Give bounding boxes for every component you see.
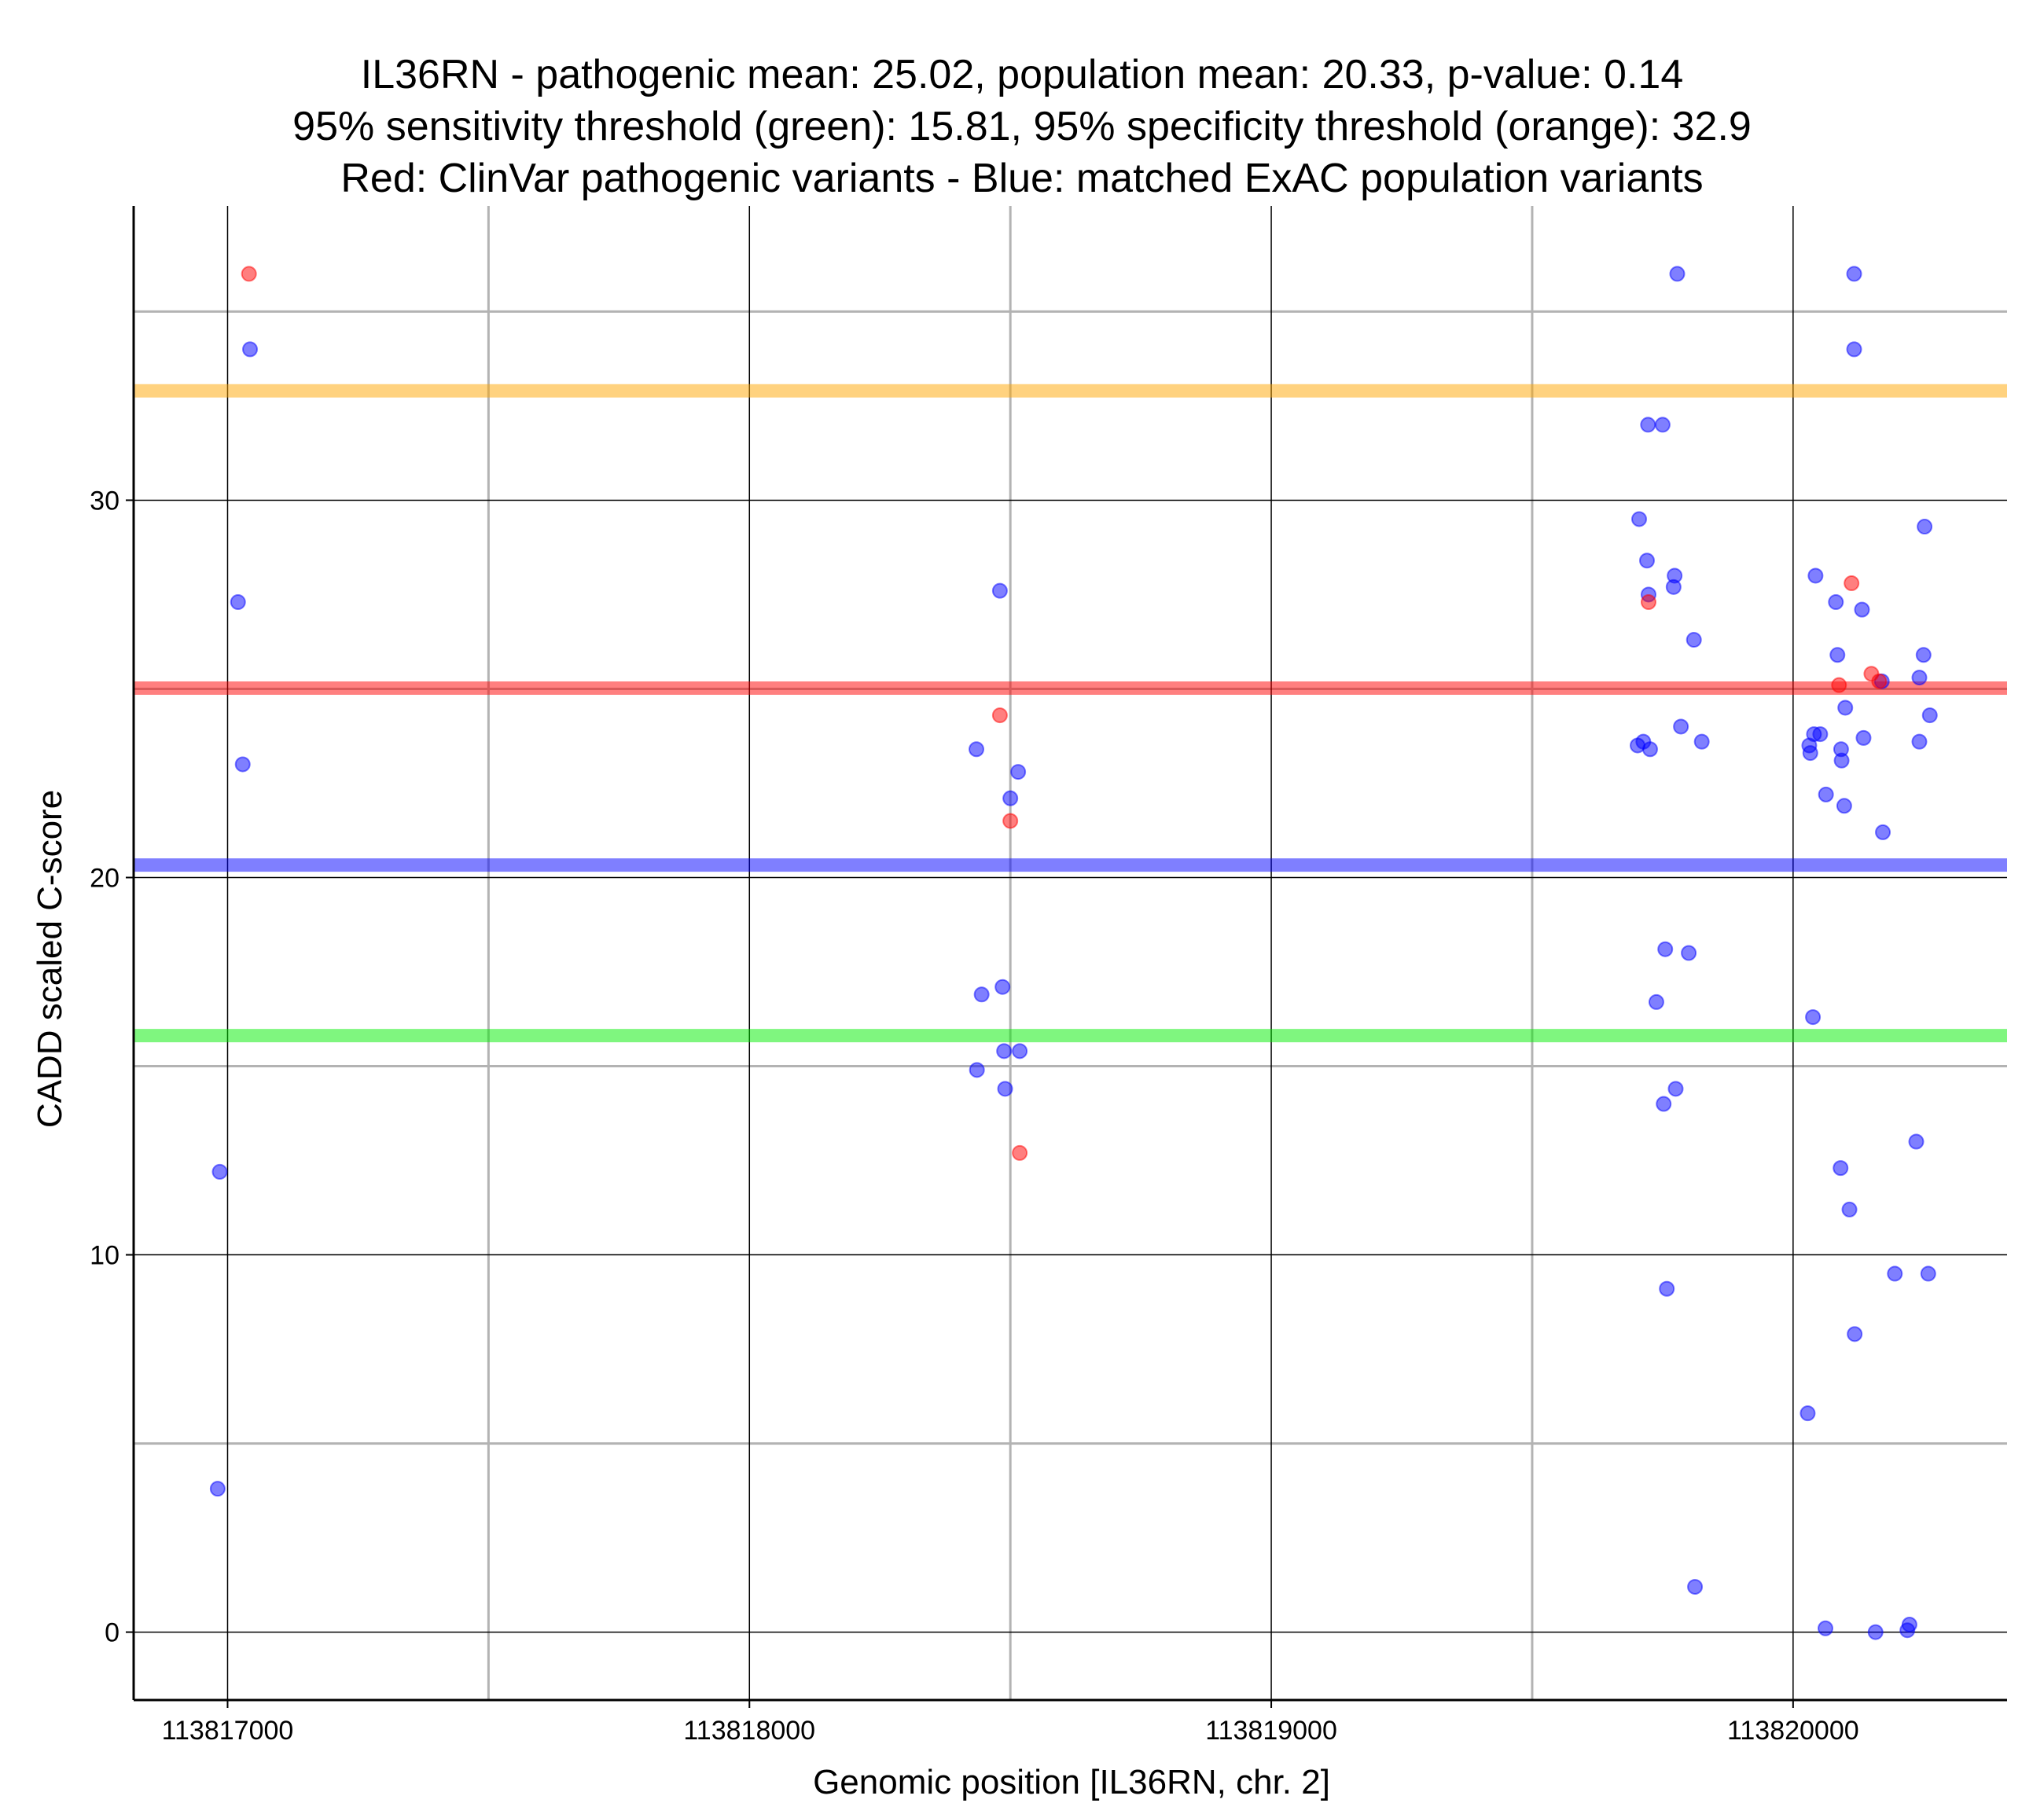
y-tick-label: 30 bbox=[90, 486, 119, 516]
population-point bbox=[1693, 733, 1710, 750]
population-point bbox=[1829, 647, 1846, 663]
population-point bbox=[1921, 707, 1938, 724]
population-point bbox=[1805, 1009, 1822, 1026]
population-point bbox=[1638, 553, 1655, 569]
population-point bbox=[1686, 632, 1702, 648]
population-point bbox=[969, 741, 985, 758]
population-point bbox=[1657, 941, 1674, 957]
x-tick-label: 113817000 bbox=[162, 1716, 294, 1746]
y-tick-label: 20 bbox=[90, 863, 119, 893]
population-point bbox=[1855, 729, 1872, 746]
population-point bbox=[996, 1043, 1013, 1059]
y-axis-title: CADD scaled C-score bbox=[31, 790, 69, 1128]
title-line-3: Red: ClinVar pathogenic variants - Blue:… bbox=[340, 156, 1703, 201]
population-point bbox=[1833, 1160, 1849, 1177]
population-point bbox=[1854, 601, 1870, 618]
population-point bbox=[1656, 1096, 1672, 1112]
population-point bbox=[1659, 1280, 1675, 1297]
population-point bbox=[1847, 1326, 1863, 1342]
population-point bbox=[973, 986, 990, 1003]
pathogenic-point bbox=[1002, 813, 1019, 829]
population-point bbox=[1867, 1624, 1884, 1640]
population-point bbox=[1673, 718, 1689, 735]
population-point bbox=[1818, 1620, 1834, 1636]
population-point bbox=[1915, 647, 1932, 663]
population-point bbox=[1681, 945, 1697, 961]
title-line-1: IL36RN - pathogenic mean: 25.02, populat… bbox=[361, 52, 1683, 97]
tick-labels: 113817000 113818000 113819000 113820000 0 10 2… bbox=[90, 486, 1859, 1746]
population-point bbox=[1887, 1265, 1903, 1282]
population-point bbox=[1818, 786, 1834, 802]
population-point bbox=[1802, 745, 1818, 762]
population-point bbox=[994, 979, 1011, 995]
population-point bbox=[1640, 417, 1656, 433]
population-point bbox=[211, 1163, 228, 1180]
population-point bbox=[1010, 764, 1027, 780]
x-tick-label: 113818000 bbox=[683, 1716, 815, 1746]
y-tick-label: 0 bbox=[105, 1618, 119, 1648]
population-point bbox=[1654, 417, 1671, 433]
population-point bbox=[1667, 1081, 1684, 1097]
population-point bbox=[1846, 341, 1862, 358]
population-point bbox=[1648, 993, 1664, 1010]
population-point bbox=[1875, 824, 1891, 840]
population-point bbox=[1665, 578, 1682, 595]
population-point bbox=[1917, 519, 1933, 535]
population-point bbox=[1687, 1578, 1704, 1595]
population-point bbox=[991, 582, 1008, 599]
population-point bbox=[997, 1081, 1013, 1097]
pathogenic-point bbox=[991, 707, 1008, 724]
x-axis-title: Genomic position [IL36RN, chr. 2] bbox=[813, 1763, 1330, 1801]
title-line-2: 95% sensitivity threshold (green): 15.81… bbox=[292, 104, 1752, 149]
axes bbox=[126, 206, 2007, 1708]
population-point bbox=[234, 756, 251, 773]
population-point bbox=[1846, 266, 1862, 282]
population-point bbox=[1920, 1265, 1936, 1282]
population-point bbox=[1002, 790, 1019, 806]
population-point bbox=[1807, 567, 1824, 584]
pathogenic-point bbox=[1640, 594, 1656, 611]
population-point bbox=[1800, 1405, 1816, 1422]
pathogenic-point bbox=[241, 266, 257, 282]
population-point bbox=[242, 341, 259, 358]
pathogenic-point bbox=[1871, 673, 1888, 689]
pathogenic-point bbox=[1012, 1144, 1028, 1161]
population-point bbox=[1911, 733, 1928, 750]
threshold-lines bbox=[134, 384, 2007, 1043]
pathogenic-point bbox=[1844, 575, 1860, 592]
population-point bbox=[1841, 1201, 1858, 1217]
data-points bbox=[209, 266, 1938, 1640]
y-tick-label: 10 bbox=[90, 1241, 119, 1271]
population-point bbox=[209, 1481, 226, 1497]
grid bbox=[134, 206, 2007, 1700]
chart-title: IL36RN - pathogenic mean: 25.02, populat… bbox=[292, 52, 1752, 201]
population-point bbox=[1641, 741, 1658, 758]
population-point bbox=[1012, 1043, 1028, 1059]
population-point bbox=[1911, 670, 1928, 686]
population-point bbox=[1908, 1133, 1925, 1150]
population-point bbox=[230, 594, 246, 611]
x-tick-label: 113820000 bbox=[1727, 1716, 1859, 1746]
x-tick-label: 113819000 bbox=[1205, 1716, 1337, 1746]
population-point bbox=[1631, 511, 1648, 527]
population-point bbox=[1833, 752, 1850, 769]
population-point bbox=[1837, 700, 1854, 716]
population-point bbox=[969, 1062, 985, 1078]
population-point bbox=[1812, 726, 1829, 743]
population-point bbox=[1828, 594, 1844, 611]
pathogenic-point bbox=[1831, 677, 1847, 693]
population-point bbox=[1836, 798, 1852, 814]
population-point bbox=[1899, 1622, 1916, 1639]
population-point bbox=[1669, 266, 1686, 282]
